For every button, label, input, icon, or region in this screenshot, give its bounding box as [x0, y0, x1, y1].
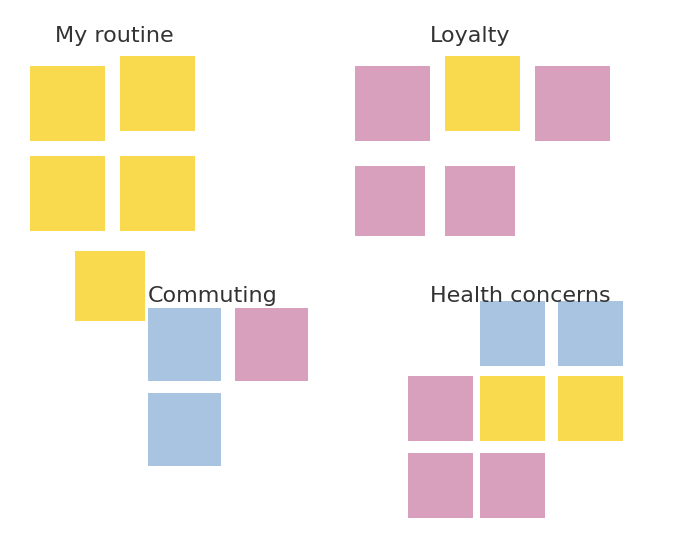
Bar: [558, 301, 623, 366]
Bar: [355, 166, 425, 236]
Bar: [120, 156, 195, 231]
Text: My routine: My routine: [55, 26, 174, 46]
Bar: [480, 453, 545, 518]
Bar: [30, 156, 105, 231]
Bar: [120, 56, 195, 131]
Bar: [355, 66, 430, 141]
Bar: [408, 453, 473, 518]
Bar: [75, 251, 145, 321]
Bar: [408, 376, 473, 441]
Bar: [445, 56, 520, 131]
Bar: [148, 308, 221, 381]
Bar: [480, 301, 545, 366]
Text: Health concerns: Health concerns: [430, 286, 611, 306]
Text: Commuting: Commuting: [148, 286, 278, 306]
Bar: [445, 166, 515, 236]
Bar: [535, 66, 610, 141]
Bar: [30, 66, 105, 141]
Bar: [558, 376, 623, 441]
Bar: [148, 393, 221, 466]
Text: Loyalty: Loyalty: [430, 26, 510, 46]
Bar: [235, 308, 308, 381]
Bar: [480, 376, 545, 441]
